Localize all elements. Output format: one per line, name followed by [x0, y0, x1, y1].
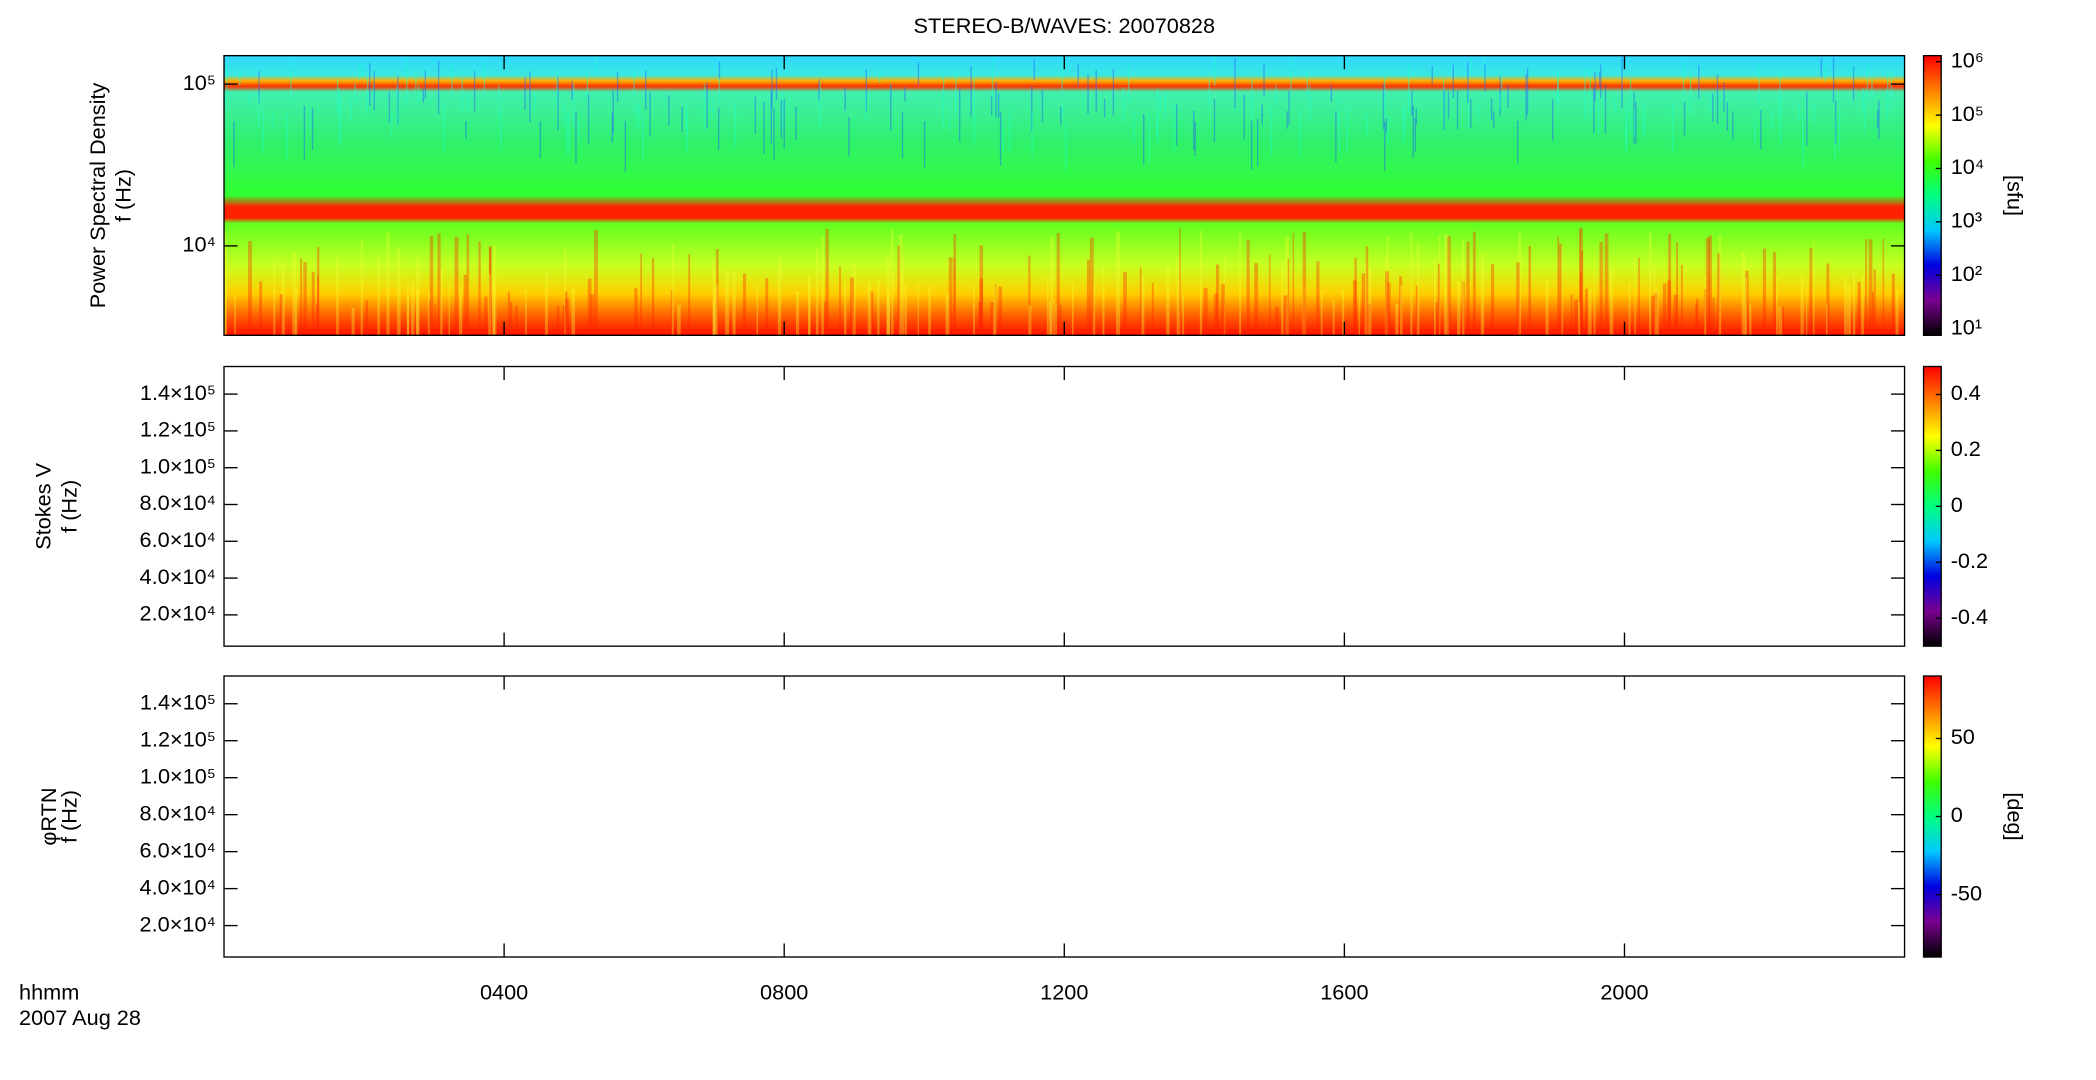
chart-title: STEREO-B/WAVES: 20070828 — [914, 13, 1216, 38]
colorbar-tick-label: 10⁵ — [1951, 101, 1984, 126]
y-axis-label: φRTN — [36, 787, 61, 845]
y-axis-label: Power Spectral Density — [85, 83, 110, 309]
x-tick-label: 0400 — [480, 979, 528, 1004]
colorbar-tick-label: -50 — [1951, 880, 1982, 905]
colorbar-tick-label: 10⁶ — [1951, 47, 1984, 72]
colorbar-tick-label: 0.4 — [1951, 380, 1981, 405]
x-tick-label: 1200 — [1040, 979, 1088, 1004]
colorbar-tick-label: 10¹ — [1951, 314, 1982, 339]
x-tick-label: 1600 — [1320, 979, 1368, 1004]
y-tick-label: 6.0×10⁴ — [140, 837, 216, 862]
y-tick-label: 1.2×10⁵ — [140, 417, 216, 442]
plot-frame — [223, 365, 1906, 647]
y-tick-label: 2.0×10⁴ — [140, 601, 216, 626]
spectrogram-texture — [224, 55, 1899, 336]
y-tick-label: 4.0×10⁴ — [140, 874, 216, 899]
colorbar-label: [deg] — [2002, 792, 2027, 840]
y-tick-label: 1.0×10⁵ — [140, 453, 216, 478]
y-tick-label: 6.0×10⁴ — [140, 527, 216, 552]
colorbar-tick-label: -0.4 — [1951, 604, 1988, 629]
x-axis-label: hhmm — [19, 979, 79, 1004]
colorbar-tick-label: 0.2 — [1951, 436, 1981, 461]
spectrogram-image — [224, 55, 1905, 336]
y-tick-label: 4.0×10⁴ — [140, 564, 216, 589]
colorbar-tick-label: 0 — [1951, 802, 1963, 827]
colorbar-tick-label: 50 — [1951, 724, 1975, 749]
y-tick-label: 1.2×10⁵ — [140, 726, 216, 751]
y-axis-label: Stokes V — [31, 462, 56, 549]
x-tick-label: 2000 — [1600, 979, 1648, 1004]
colorbar-tick-label: 10² — [1951, 261, 1982, 286]
y-tick-label: 2.0×10⁴ — [140, 911, 216, 936]
y-axis-label: f (Hz) — [111, 169, 136, 222]
colorbar-tick-label: 10³ — [1951, 208, 1982, 233]
y-tick-label: 8.0×10⁴ — [140, 800, 216, 825]
y-tick-label: 1.4×10⁵ — [140, 689, 216, 714]
plot-frame — [223, 675, 1906, 958]
y-axis-label: f (Hz) — [56, 790, 81, 843]
y-axis-label: f (Hz) — [56, 480, 81, 533]
colorbar-label: [sfu] — [2002, 175, 2027, 216]
y-tick-label: 8.0×10⁴ — [140, 490, 216, 515]
y-tick-label: 1.4×10⁵ — [140, 380, 216, 405]
y-tick-label: 10⁵ — [183, 70, 216, 95]
x-tick-label: 0800 — [760, 979, 808, 1004]
date-label: 2007 Aug 28 — [19, 1005, 141, 1030]
y-tick-label: 1.0×10⁵ — [140, 763, 216, 788]
colorbar-tick-label: -0.2 — [1951, 548, 1988, 573]
colorbar-tick-label: 0 — [1951, 492, 1963, 517]
y-tick-label: 10⁴ — [182, 232, 215, 257]
colorbar-tick-label: 10⁴ — [1951, 154, 1984, 179]
colorbar — [1922, 54, 1942, 336]
